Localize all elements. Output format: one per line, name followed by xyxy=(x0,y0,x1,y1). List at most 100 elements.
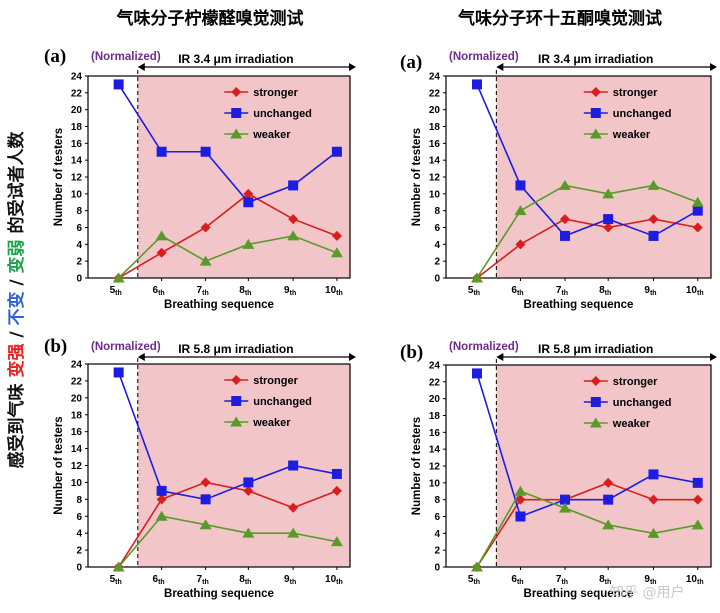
legend-marker xyxy=(589,417,602,428)
y-tick-label: 22 xyxy=(71,88,83,99)
y-tick-label: 16 xyxy=(71,427,83,438)
side-label-segment: 的受试者人数 xyxy=(6,131,27,240)
side-label-segment: / xyxy=(7,273,27,291)
x-tick-label: 10th xyxy=(686,285,704,297)
x-tick-label: 6th xyxy=(153,574,165,586)
y-tick-label: 16 xyxy=(429,139,441,150)
irradiation-region xyxy=(496,365,711,567)
y-tick-label: 12 xyxy=(71,173,83,184)
x-tick-label: 8th xyxy=(239,285,251,297)
unchanged-point xyxy=(288,180,299,191)
legend-marker xyxy=(590,376,601,386)
x-tick-number: 7 xyxy=(197,285,203,296)
x-tick-label: 6th xyxy=(511,574,523,586)
y-tick-label: 16 xyxy=(71,139,83,150)
y-tick-label: 0 xyxy=(434,563,440,574)
y-tick-label: 12 xyxy=(71,461,83,472)
stronger-point xyxy=(243,188,254,199)
weaker-point xyxy=(514,205,527,216)
unchanged-point xyxy=(331,468,342,479)
weaker-point xyxy=(647,527,660,538)
unchanged-series-line xyxy=(117,83,338,204)
y-tick-label: 6 xyxy=(76,223,82,234)
stronger-point xyxy=(648,214,659,225)
unchanged-point xyxy=(472,79,483,90)
weaker-point xyxy=(155,510,168,521)
legend-label: stronger xyxy=(253,87,298,99)
chart-panel: (a) (Normalized) IR 3.4 μm irradiation0246… xyxy=(400,51,717,311)
x-tick-suffix: th xyxy=(605,579,612,586)
stronger-point xyxy=(603,222,614,233)
y-axis-title: Number of testers xyxy=(53,416,65,514)
y-tick-label: 10 xyxy=(429,189,441,200)
legend-marker xyxy=(590,108,601,118)
y-tick-label: 0 xyxy=(76,563,82,574)
y-tick-label: 14 xyxy=(429,156,441,167)
weaker-point xyxy=(471,272,484,283)
y-tick-label: 22 xyxy=(429,88,441,99)
left-column-title: 气味分子柠檬醛嗅觉测试 xyxy=(116,8,304,29)
y-tick-label: 10 xyxy=(429,478,441,489)
x-tick-suffix: th xyxy=(697,290,704,297)
x-tick-suffix: th xyxy=(245,579,252,586)
arrow-left-head xyxy=(496,63,504,71)
irradiation-label: IR 5.8 μm irradiation xyxy=(538,342,653,356)
y-tick-label: 4 xyxy=(434,240,440,251)
stronger-series-line xyxy=(476,218,698,279)
normalized-label: (Normalized) xyxy=(449,51,519,63)
stronger-point xyxy=(200,222,211,233)
x-tick-suffix: th xyxy=(202,290,209,297)
x-tick-suffix: th xyxy=(517,290,524,297)
x-tick-label: 5th xyxy=(468,285,480,297)
unchanged-point xyxy=(243,477,254,488)
legend-label: stronger xyxy=(253,375,298,387)
weaker-point xyxy=(112,561,125,572)
unchanged-point xyxy=(559,230,570,241)
x-tick-suffix: th xyxy=(115,579,122,586)
legend-label: weaker xyxy=(252,417,291,429)
x-tick-label: 5th xyxy=(110,285,122,297)
x-tick-number: 10 xyxy=(686,574,698,585)
x-tick-label: 6th xyxy=(511,285,523,297)
unchanged-point xyxy=(648,230,659,241)
panel-label: (a) xyxy=(400,52,422,73)
y-tick-label: 18 xyxy=(429,122,441,133)
x-tick-suffix: th xyxy=(473,290,480,297)
y-tick-label: 8 xyxy=(76,206,82,217)
legend-label: unchanged xyxy=(253,108,312,120)
unchanged-series-line xyxy=(476,373,698,518)
x-tick-label: 10th xyxy=(325,574,343,586)
y-tick-label: 24 xyxy=(429,361,441,372)
stronger-point xyxy=(692,494,703,505)
weaker-point xyxy=(471,561,484,572)
y-tick-label: 10 xyxy=(71,478,83,489)
legend-marker xyxy=(230,128,243,139)
unchanged-series-line xyxy=(476,84,699,237)
unchanged-point xyxy=(648,469,659,480)
unchanged-point xyxy=(515,180,526,191)
x-tick-suffix: th xyxy=(158,579,165,586)
stronger-point xyxy=(515,239,526,250)
chart-panel: (b) (Normalized) IR 5.8 μm irradiation0246… xyxy=(44,336,356,600)
side-label-segment: 感受到气味 xyxy=(6,378,27,469)
irradiation-label: IR 3.4 μm irradiation xyxy=(538,52,653,66)
y-tick-label: 18 xyxy=(429,411,441,422)
x-tick-suffix: th xyxy=(290,579,297,586)
stronger-point xyxy=(648,494,659,505)
y-tick-label: 6 xyxy=(434,223,440,234)
y-tick-label: 18 xyxy=(71,410,83,421)
y-tick-label: 14 xyxy=(429,445,441,456)
x-tick-number: 7 xyxy=(197,574,203,585)
side-label-segment: 不变 xyxy=(6,292,27,326)
unchanged-point xyxy=(288,460,299,471)
normalized-label: (Normalized) xyxy=(91,341,161,353)
x-axis-title: Breathing sequence xyxy=(164,299,274,311)
unchanged-point xyxy=(515,511,526,522)
legend-marker xyxy=(231,108,242,118)
legend-label: unchanged xyxy=(613,108,672,120)
arrow-left-head xyxy=(137,353,145,361)
y-tick-label: 16 xyxy=(429,428,441,439)
weaker-series-line xyxy=(118,515,338,568)
x-tick-label: 7th xyxy=(556,285,568,297)
arrow-right-head xyxy=(349,353,356,361)
